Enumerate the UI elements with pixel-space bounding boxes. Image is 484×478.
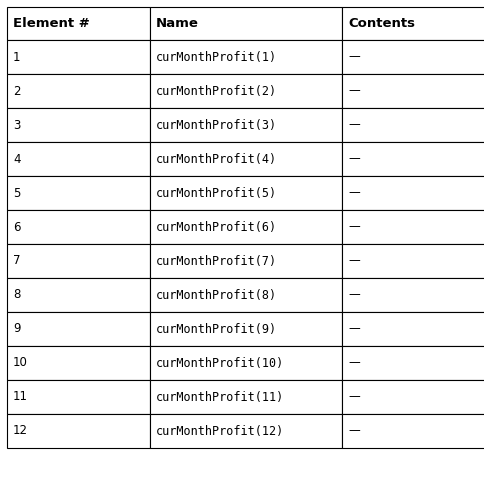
Bar	[150, 108, 341, 142]
Text: —: —	[348, 51, 359, 64]
Text: 7: 7	[13, 254, 20, 268]
Text: curMonthProfit(12): curMonthProfit(12)	[156, 424, 284, 437]
Bar	[7, 142, 150, 176]
Text: 9: 9	[13, 323, 20, 336]
Bar	[150, 142, 341, 176]
Bar	[341, 380, 484, 414]
Text: —: —	[348, 289, 359, 302]
Text: 5: 5	[13, 186, 20, 199]
Text: curMonthProfit(2): curMonthProfit(2)	[156, 85, 276, 98]
Text: —: —	[348, 119, 359, 131]
Bar	[341, 346, 484, 380]
Bar	[150, 312, 341, 346]
Text: 12: 12	[13, 424, 28, 437]
Text: curMonthProfit(5): curMonthProfit(5)	[156, 186, 276, 199]
Bar	[150, 346, 341, 380]
Text: curMonthProfit(10): curMonthProfit(10)	[156, 357, 284, 369]
Bar	[7, 108, 150, 142]
Text: —: —	[348, 391, 359, 403]
Bar	[341, 278, 484, 312]
Text: curMonthProfit(1): curMonthProfit(1)	[156, 51, 276, 64]
Text: 6: 6	[13, 220, 20, 233]
Text: curMonthProfit(11): curMonthProfit(11)	[156, 391, 284, 403]
Bar	[150, 176, 341, 210]
Bar	[7, 346, 150, 380]
Text: Name: Name	[156, 17, 198, 30]
Bar	[341, 414, 484, 448]
Text: Element #: Element #	[13, 17, 90, 30]
Bar	[341, 210, 484, 244]
Bar	[7, 40, 150, 74]
Text: 1: 1	[13, 51, 20, 64]
Text: —: —	[348, 220, 359, 233]
Bar	[7, 244, 150, 278]
Bar	[150, 414, 341, 448]
Bar	[341, 7, 484, 40]
Text: curMonthProfit(3): curMonthProfit(3)	[156, 119, 276, 131]
Text: curMonthProfit(4): curMonthProfit(4)	[156, 152, 276, 165]
Text: 4: 4	[13, 152, 20, 165]
Text: Contents: Contents	[348, 17, 414, 30]
Bar	[7, 312, 150, 346]
Bar	[150, 278, 341, 312]
Text: 3: 3	[13, 119, 20, 131]
Bar	[7, 210, 150, 244]
Text: 11: 11	[13, 391, 28, 403]
Bar	[341, 142, 484, 176]
Bar	[7, 74, 150, 108]
Bar	[341, 108, 484, 142]
Bar	[341, 40, 484, 74]
Bar	[150, 74, 341, 108]
Bar	[150, 7, 341, 40]
Text: curMonthProfit(7): curMonthProfit(7)	[156, 254, 276, 268]
Text: —: —	[348, 357, 359, 369]
Text: curMonthProfit(8): curMonthProfit(8)	[156, 289, 276, 302]
Bar	[341, 176, 484, 210]
Text: —: —	[348, 152, 359, 165]
Bar	[341, 74, 484, 108]
Text: —: —	[348, 424, 359, 437]
Text: 10: 10	[13, 357, 28, 369]
Bar	[7, 414, 150, 448]
Text: curMonthProfit(9): curMonthProfit(9)	[156, 323, 276, 336]
Bar	[341, 244, 484, 278]
Bar	[150, 40, 341, 74]
Bar	[7, 380, 150, 414]
Bar	[7, 7, 150, 40]
Text: —: —	[348, 323, 359, 336]
Bar	[150, 244, 341, 278]
Text: 2: 2	[13, 85, 20, 98]
Text: —: —	[348, 254, 359, 268]
Text: 8: 8	[13, 289, 20, 302]
Bar	[7, 278, 150, 312]
Bar	[7, 176, 150, 210]
Text: —: —	[348, 186, 359, 199]
Text: curMonthProfit(6): curMonthProfit(6)	[156, 220, 276, 233]
Text: —: —	[348, 85, 359, 98]
Bar	[150, 380, 341, 414]
Bar	[150, 210, 341, 244]
Bar	[341, 312, 484, 346]
